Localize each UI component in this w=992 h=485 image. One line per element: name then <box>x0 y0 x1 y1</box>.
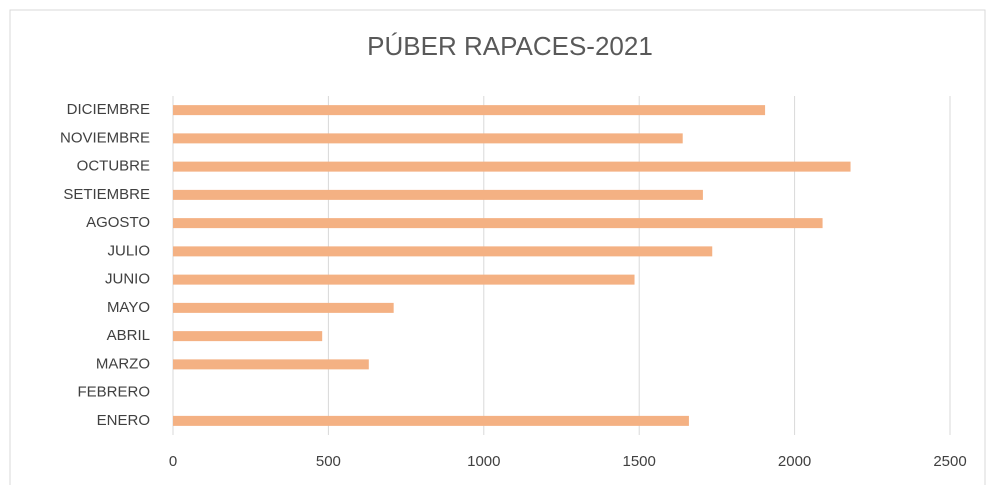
bar <box>173 302 394 313</box>
bar <box>173 415 689 426</box>
y-tick-label: DICIEMBRE <box>67 101 150 118</box>
y-tick-label: FEBRERO <box>77 384 150 401</box>
bar <box>173 133 683 144</box>
x-tick-label: 1500 <box>623 453 656 470</box>
bar <box>173 274 635 285</box>
y-tick-label: SETIEMBRE <box>63 186 150 203</box>
bar <box>173 161 851 172</box>
y-tick-label: AGOSTO <box>86 214 150 231</box>
bar <box>173 359 369 370</box>
y-tick-label: JULIO <box>107 242 150 259</box>
y-tick-label: MARZO <box>96 355 150 372</box>
y-tick-label: ABRIL <box>107 327 150 344</box>
bar <box>173 331 323 342</box>
y-tick-label: OCTUBRE <box>77 158 150 175</box>
x-tick-label: 500 <box>316 453 341 470</box>
x-tick-label: 2000 <box>778 453 811 470</box>
x-tick-label: 0 <box>169 453 177 470</box>
x-tick-label: 2500 <box>933 453 966 470</box>
y-tick-label: JUNIO <box>105 271 150 288</box>
chart-title: PÚBER RAPACES-2021 <box>367 31 653 61</box>
y-tick-label: MAYO <box>107 299 150 316</box>
y-tick-label: NOVIEMBRE <box>60 129 150 146</box>
bar <box>173 246 713 257</box>
y-tick-label: ENERO <box>97 412 150 429</box>
bar <box>173 189 703 200</box>
x-tick-label: 1000 <box>467 453 500 470</box>
bar <box>173 218 823 229</box>
bar <box>173 105 766 116</box>
